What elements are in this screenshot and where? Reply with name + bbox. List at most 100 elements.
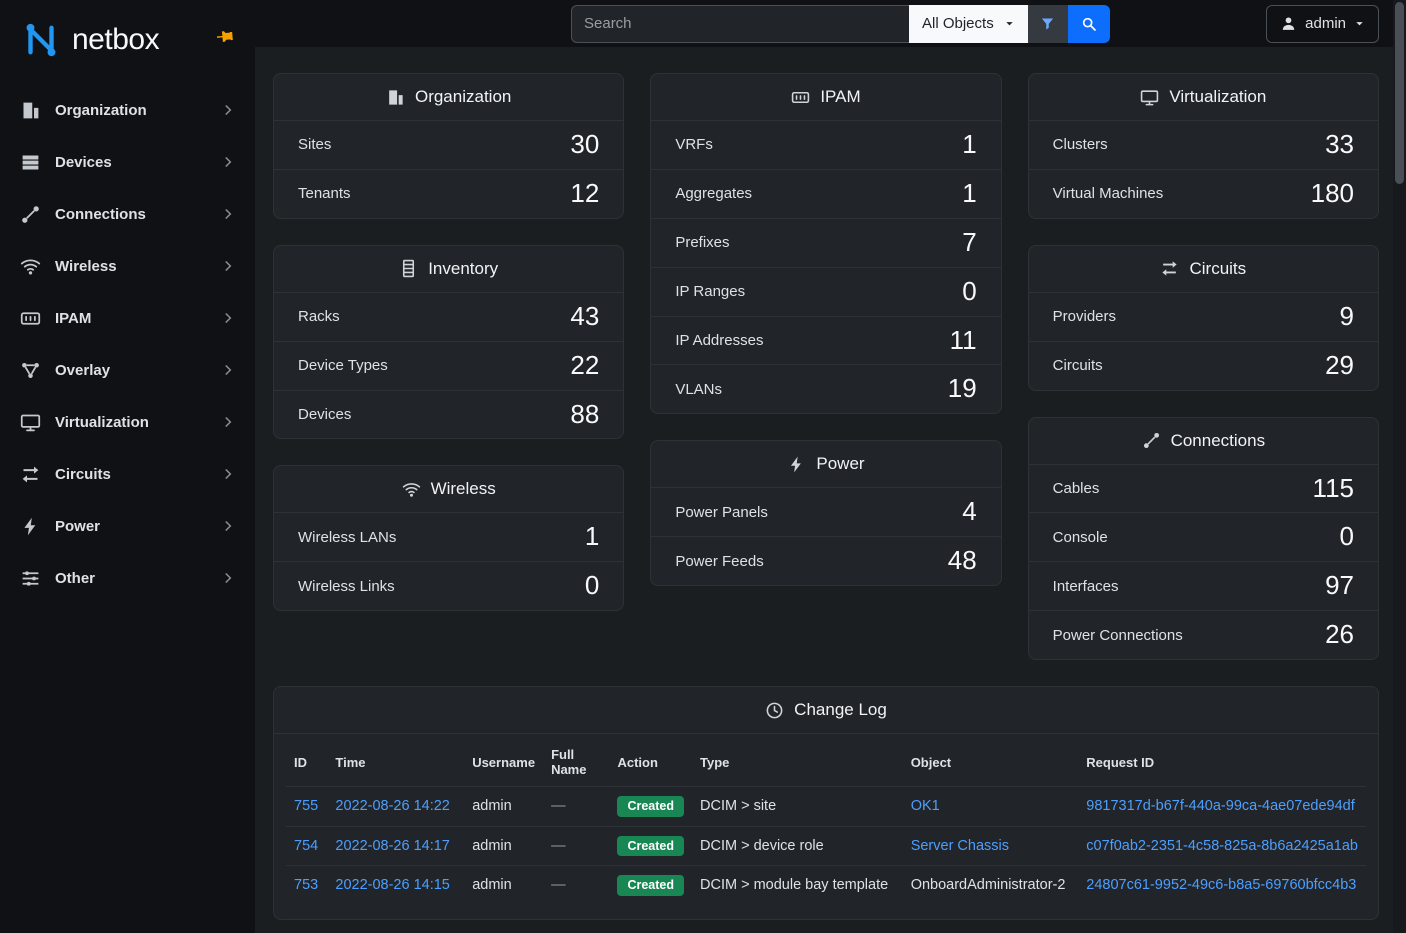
vertical-scrollbar[interactable] [1393, 0, 1406, 933]
stat-value-vrfs: 1 [962, 129, 977, 159]
change-type: DCIM > device role [700, 837, 824, 854]
change-id-link[interactable]: 753 [294, 877, 319, 894]
stat-label-interfaces[interactable]: Interfaces [1052, 577, 1119, 595]
search-scope-dropdown[interactable]: All Objects [909, 4, 1028, 43]
stat-label-devices[interactable]: Devices [298, 406, 352, 423]
stat-label-cables[interactable]: Cables [1052, 480, 1100, 497]
change-object-link[interactable]: OK1 [910, 798, 940, 815]
stat-label-clusters[interactable]: Clusters [1052, 136, 1108, 154]
stat-row: IP Ranges 0 [651, 268, 1001, 317]
stat-value-ip-addresses: 11 [949, 324, 977, 355]
change-id-link[interactable]: 755 [294, 798, 319, 815]
change-id-link[interactable]: 754 [294, 837, 319, 854]
sidebar: netbox Organization Devices Connections [0, 0, 255, 933]
stat-label-virtual-machines[interactable]: Virtual Machines [1052, 185, 1164, 203]
stat-label-circuits[interactable]: Circuits [1052, 357, 1103, 375]
action-badge: Created [617, 835, 684, 857]
inventory-card-header: Inventory [274, 246, 624, 293]
stat-row: VRFs 1 [651, 121, 1001, 170]
change-object-link[interactable]: Server Chassis [910, 837, 1009, 854]
stat-label-wireless-lans[interactable]: Wireless LANs [298, 528, 397, 546]
stat-label-racks[interactable]: Racks [298, 308, 340, 326]
stat-row: Circuits 29 [1029, 342, 1378, 390]
ipam-icon [791, 88, 810, 107]
sidebar-item-other[interactable]: Other [0, 552, 255, 604]
sidebar-item-circuits[interactable]: Circuits [0, 448, 255, 500]
chevron-right-icon [221, 207, 235, 221]
col-header-type: Type [700, 754, 730, 770]
search-button[interactable] [1067, 4, 1110, 43]
stat-label-ip-ranges[interactable]: IP Ranges [675, 283, 746, 301]
sidebar-item-connections[interactable]: Connections [0, 188, 255, 240]
request-id-link[interactable]: 24807c61-9952-49c6-b8a5-69760bfcc4b3 [1086, 877, 1357, 894]
building-icon [20, 100, 41, 121]
change-username: admin [472, 837, 512, 854]
stat-row: Prefixes 7 [651, 219, 1001, 268]
change-time-link[interactable]: 2022-08-26 14:22 [335, 798, 450, 815]
stat-row: Device Types 22 [274, 342, 624, 391]
request-id-link[interactable]: 9817317d-b67f-440a-99ca-4ae07ede94df [1086, 798, 1355, 815]
stat-label-console[interactable]: Console [1052, 528, 1108, 546]
change-time-link[interactable]: 2022-08-26 14:17 [335, 837, 450, 854]
sidebar-item-devices[interactable]: Devices [0, 136, 255, 188]
devices-icon [20, 152, 41, 173]
stat-label-vrfs[interactable]: VRFs [675, 136, 713, 154]
change-log-table: ID Time Username Full Name Action Type O… [286, 736, 1366, 905]
person-icon [1280, 15, 1297, 32]
change-time-link[interactable]: 2022-08-26 14:15 [335, 877, 450, 894]
search-input[interactable] [571, 4, 909, 43]
user-menu-button[interactable]: admin [1266, 4, 1379, 43]
card-title: Change Log [794, 700, 887, 720]
stat-label-ip-addresses[interactable]: IP Addresses [675, 332, 764, 349]
stat-row: Virtual Machines 180 [1029, 170, 1378, 218]
sidebar-item-label: IPAM [55, 309, 92, 327]
stat-value-prefixes: 7 [962, 226, 977, 257]
sidebar-item-power[interactable]: Power [0, 500, 255, 552]
stat-label-power-connections[interactable]: Power Connections [1052, 626, 1183, 644]
stat-label-vlans[interactable]: VLANs [675, 380, 723, 398]
stat-label-tenants[interactable]: Tenants [298, 185, 351, 203]
stat-row: Cables 115 [1028, 465, 1378, 514]
stat-label-providers[interactable]: Providers [1052, 308, 1117, 326]
chevron-right-icon [221, 311, 235, 325]
stat-value-wireless-links: 0 [584, 570, 600, 601]
chevron-right-icon [221, 415, 235, 429]
stat-value-cables: 115 [1312, 472, 1354, 503]
stat-row: Providers 9 [1028, 293, 1378, 342]
stat-value-sites: 30 [570, 129, 600, 159]
user-menu-label: admin [1305, 15, 1346, 32]
change-type: DCIM > site [700, 798, 777, 815]
filter-button[interactable] [1027, 4, 1068, 43]
sidebar-item-wireless[interactable]: Wireless [0, 240, 255, 292]
col-header-action: Action [617, 754, 658, 770]
request-id-link[interactable]: c07f0ab2-2351-4c58-825a-8b6a2425a1ab [1086, 837, 1358, 854]
organization-card-header: Organization [274, 74, 624, 121]
sidebar-item-organization[interactable]: Organization [0, 84, 255, 136]
stat-row: Racks 43 [274, 293, 624, 342]
stat-label-power-panels[interactable]: Power Panels [675, 503, 768, 521]
sidebar-item-overlay[interactable]: Overlay [0, 344, 255, 396]
stat-label-wireless-links[interactable]: Wireless Links [298, 577, 395, 595]
col-header-id: ID [294, 754, 307, 770]
change-log-card: Change Log ID Time Username [273, 686, 1379, 920]
stat-value-providers: 9 [1339, 300, 1354, 331]
brand-wordmark[interactable]: netbox [72, 23, 160, 56]
col-header-object: Object [910, 754, 952, 770]
table-row: 753 2022-08-26 14:15 admin — Created DCI… [286, 865, 1366, 905]
main-area: All Objects admin [255, 0, 1393, 933]
cards-column-2: IPAM VRFs 1 Aggregates 1 Prefixes 7 [650, 73, 1002, 587]
scrollbar-thumb[interactable] [1395, 2, 1404, 184]
sidebar-item-label: Overlay [55, 361, 111, 379]
sidebar-pin-icon[interactable] [215, 25, 239, 49]
sidebar-item-ipam[interactable]: IPAM [0, 292, 255, 344]
stat-label-sites[interactable]: Sites [298, 136, 332, 154]
stat-label-device-types[interactable]: Device Types [298, 357, 388, 375]
stat-label-power-feeds[interactable]: Power Feeds [675, 552, 764, 570]
swap-icon [1160, 259, 1179, 278]
sidebar-item-virtualization[interactable]: Virtualization [0, 396, 255, 448]
stat-cards-grid: Organization Sites 30 Tenants 12 [273, 73, 1379, 661]
stat-label-aggregates[interactable]: Aggregates [675, 185, 753, 203]
swap-icon [20, 464, 41, 485]
stat-label-prefixes[interactable]: Prefixes [675, 234, 730, 252]
